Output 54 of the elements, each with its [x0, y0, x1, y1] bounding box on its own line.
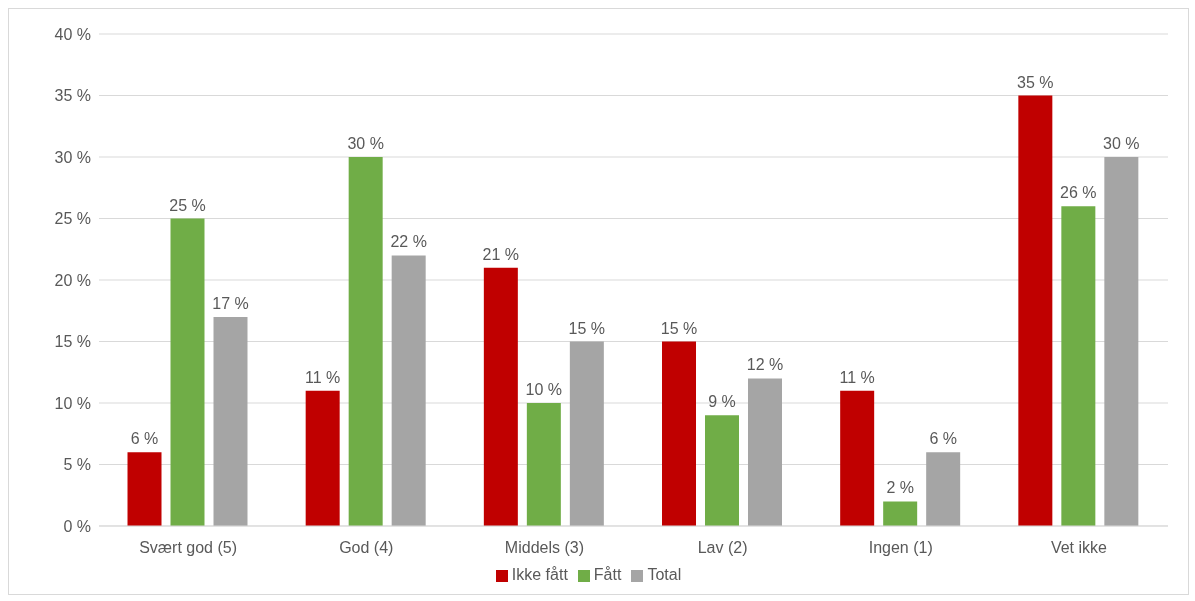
data-label: 17 %	[212, 294, 249, 312]
y-tick-label: 0 %	[63, 517, 91, 535]
bar	[883, 501, 918, 526]
bar	[213, 316, 248, 526]
data-label: 26 %	[1060, 184, 1097, 202]
data-label: 25 %	[169, 196, 206, 214]
data-label: 30 %	[1103, 135, 1140, 152]
y-tick-label: 30 %	[54, 148, 91, 166]
data-label: 6 %	[130, 430, 159, 448]
bar	[127, 452, 162, 526]
x-tick-label: Vet ikke	[1050, 539, 1108, 557]
bar	[305, 390, 340, 526]
x-tick-label: Ingen (1)	[868, 539, 933, 557]
data-label: 35 %	[1017, 73, 1054, 91]
bar	[569, 341, 604, 526]
data-label: 10 %	[525, 381, 563, 398]
data-label: 12 %	[746, 356, 784, 374]
bar	[840, 390, 875, 526]
legend-label: Total	[647, 566, 682, 583]
data-label: 11 %	[305, 368, 341, 386]
data-label: 15 %	[568, 319, 606, 337]
data-label: 11 %	[839, 368, 875, 386]
bar	[662, 341, 697, 526]
x-tick-label: Svært god (5)	[139, 539, 237, 557]
y-tick-label: 25 %	[54, 210, 91, 228]
legend-label: Ikke fått	[511, 566, 568, 583]
bar	[748, 378, 783, 526]
x-tick-label: Middels (3)	[504, 539, 584, 557]
y-tick-label: 35 %	[54, 87, 91, 105]
data-label: 15 %	[660, 319, 698, 337]
bar	[1018, 95, 1053, 526]
data-label: 21 %	[482, 245, 520, 263]
bar	[391, 255, 426, 526]
x-tick-label: God (4)	[339, 539, 394, 557]
data-label: 30 %	[347, 135, 384, 152]
data-label: 9 %	[708, 393, 736, 411]
data-label: 22 %	[390, 233, 427, 251]
bar	[926, 452, 961, 526]
y-tick-label: 10 %	[54, 394, 91, 412]
data-label: 6 %	[929, 430, 957, 448]
legend-label: Fått	[593, 566, 622, 583]
y-tick-label: 40 %	[54, 25, 91, 43]
bar	[348, 157, 383, 526]
bar	[170, 218, 205, 526]
y-tick-label: 5 %	[63, 456, 91, 474]
bar	[705, 415, 740, 526]
data-label: 2 %	[886, 479, 914, 497]
bar	[1061, 206, 1096, 526]
bar	[526, 403, 561, 526]
x-tick-label: Lav (2)	[697, 539, 748, 557]
y-tick-label: 15 %	[54, 333, 91, 351]
y-tick-label: 20 %	[54, 271, 91, 289]
bar	[1104, 157, 1139, 526]
bar	[483, 267, 518, 526]
